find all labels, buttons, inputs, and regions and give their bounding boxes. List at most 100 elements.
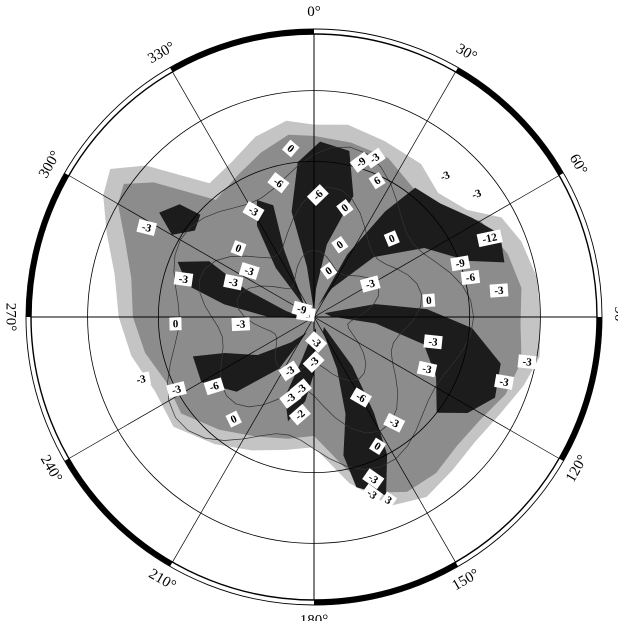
dark-arm-west: [177, 261, 306, 319]
contour-label: 0: [422, 293, 436, 308]
contour-label-text: -3: [141, 221, 153, 235]
contour-label-text: 0: [323, 264, 335, 277]
spoke-60: [313, 175, 560, 318]
azimuth-label-120: 120°: [563, 452, 591, 485]
contour-label-text: 0: [372, 440, 383, 453]
contour-label-text: 0: [173, 318, 179, 330]
contour-label-text: 0: [426, 295, 433, 307]
rim-band-210: [64, 458, 173, 567]
contour-label-text: -3: [470, 187, 483, 201]
contour-label-text: -3: [421, 363, 433, 377]
rim-band-330: [170, 29, 315, 72]
contour-label: -3: [359, 275, 381, 293]
contour-label: 0: [169, 317, 182, 331]
contour-label: -3: [231, 317, 251, 332]
contour-label-text: -3: [498, 376, 510, 389]
contour-fill-regions: [103, 120, 541, 506]
contour-label-text: -6: [208, 380, 221, 394]
contour-label: -3: [363, 147, 386, 169]
dark-arm-north: [291, 141, 354, 312]
contour-label-text: -3: [522, 356, 533, 369]
spoke-240: [68, 316, 315, 459]
rim-inner-circle: [25, 28, 603, 606]
contour-label: -3: [131, 371, 152, 388]
spoke-330: [172, 71, 315, 318]
outer-rim: [25, 28, 603, 606]
contour-label: 0: [230, 240, 247, 257]
contour-label: -3: [305, 331, 328, 353]
spoke-30: [313, 71, 456, 318]
contour-label: -3: [494, 374, 515, 390]
rim-band-30: [455, 67, 564, 176]
contour-label: -3: [242, 201, 265, 222]
contour-label: -3: [489, 283, 509, 298]
contour-label: -3: [360, 483, 384, 505]
rim-band-150: [313, 562, 458, 605]
contour-label-text: -3: [364, 277, 376, 291]
contour-label: -3: [173, 271, 194, 287]
azimuth-label-30: 30°: [453, 41, 479, 65]
rim-band-270: [26, 173, 69, 318]
contour-label-text: -3: [171, 383, 183, 397]
contour-label: 6: [368, 171, 386, 190]
contour-label-text: -3: [236, 318, 246, 330]
contour-label-text: -3: [428, 336, 439, 349]
contour-label: -3: [289, 378, 312, 400]
contour-label: 3: [379, 491, 398, 510]
contour-label: -9: [450, 255, 471, 272]
contour-label: -3: [223, 274, 244, 291]
spoke-150: [313, 316, 456, 563]
contour-label: -3: [302, 350, 325, 373]
contour-label: -3: [166, 381, 187, 399]
contour-label-text: -3: [228, 276, 240, 290]
contour-label-text: 0: [229, 413, 240, 426]
contour-label: 0: [369, 437, 387, 455]
contour-label-text: -9: [455, 257, 467, 270]
contour-label: 0: [336, 198, 354, 217]
contour-label: -3: [517, 354, 537, 370]
contour-label: 0: [331, 236, 349, 254]
dark-arm-east: [324, 304, 501, 413]
contour-label: -3: [416, 360, 438, 378]
spoke-120: [313, 316, 560, 459]
contour-label: -2: [288, 403, 311, 426]
contour-label: 0: [225, 410, 242, 428]
contour-label: -6: [267, 172, 290, 194]
contour-label-text: 0: [234, 242, 244, 255]
contour-value-labels: 0-6-3-60-9 -360 0-3-3-12-9-6-3-300-3-3-3-3…: [131, 139, 537, 510]
spoke-210: [172, 316, 315, 563]
contour-label: 0: [319, 262, 338, 280]
contour-label-text: -12: [481, 231, 498, 246]
contour-label: -12: [476, 229, 503, 248]
azimuth-label-240: 240°: [37, 452, 65, 485]
contour-label: -3: [465, 184, 488, 203]
contour-label: -3: [434, 166, 456, 186]
contour-label-text: -3: [136, 373, 148, 386]
contour-label: 0: [383, 230, 400, 247]
azimuth-label-0: 0°: [307, 4, 321, 20]
contour-label: -6: [349, 387, 372, 408]
contour-label: 0: [281, 139, 300, 158]
contour-label: -6: [306, 184, 329, 206]
azimuth-label-210: 210°: [146, 566, 179, 594]
rim-band-90: [559, 316, 602, 461]
contour-label-text: 6: [372, 174, 384, 187]
contour-label: -3: [362, 468, 385, 490]
contour-label-text: -6: [465, 271, 476, 284]
contour-label-text: 0: [387, 232, 397, 245]
dark-arm-southeast: [323, 327, 388, 496]
azimuth-label-60: 60°: [566, 152, 590, 178]
rim-outer-circle: [30, 33, 598, 601]
spoke-300: [68, 175, 315, 318]
contour-label: -6: [460, 269, 481, 286]
contour-label-text: -3: [494, 285, 504, 298]
contour-label: -3: [136, 219, 158, 236]
azimuth-label-270: 270°: [2, 303, 18, 332]
contour-label: -3: [383, 412, 406, 433]
contour-label: -3: [238, 262, 260, 280]
azimuth-label-330: 330°: [145, 39, 178, 67]
azimuth-label-180: 180°: [300, 613, 329, 621]
azimuth-label-90: 90°: [611, 307, 618, 328]
contour-label-text: 0: [334, 238, 346, 251]
azimuth-label-300: 300°: [36, 148, 64, 181]
